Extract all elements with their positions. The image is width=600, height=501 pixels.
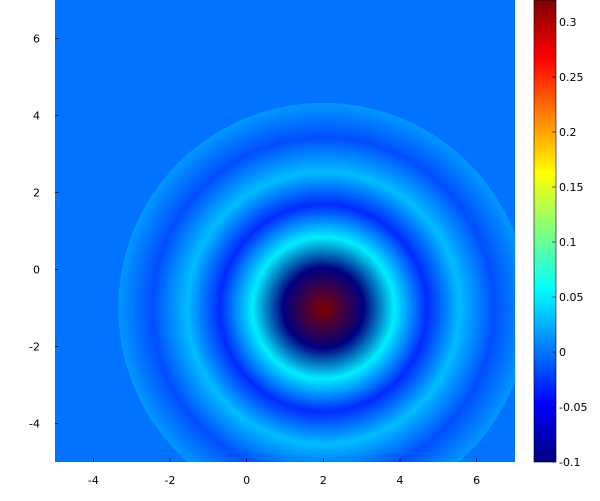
colorbar-scale [533, 0, 557, 463]
colorbar-tick-label: 0.2 [559, 126, 577, 139]
colorbar-tick-label: -0.05 [559, 401, 587, 414]
colorbar-tick-label: -0.1 [559, 456, 580, 469]
heatmap-image [55, 0, 515, 462]
y-tick-label: 6 [33, 33, 40, 46]
x-tick-label: 2 [320, 474, 327, 487]
colorbar-tick-label: 0.25 [559, 71, 584, 84]
x-tick-label: 0 [243, 474, 250, 487]
y-tick-label: 0 [33, 264, 40, 277]
x-tick-label: -2 [165, 474, 176, 487]
x-axis: -4 -2 0 2 4 6 [88, 458, 480, 487]
x-tick-label: 4 [397, 474, 404, 487]
colorbar-tick-label: 0.3 [559, 16, 577, 29]
y-axis: 6 4 2 0 -2 -4 [29, 33, 59, 431]
x-tick-label: -4 [88, 474, 99, 487]
colorbar-tick-label: 0 [559, 346, 566, 359]
colorbar-tick-label: 0.1 [559, 236, 577, 249]
x-tick-label: 6 [473, 474, 480, 487]
plot-area [55, 0, 515, 462]
colorbar-tick-label: 0.05 [559, 291, 584, 304]
y-tick-label: -4 [29, 418, 40, 431]
colorbar-tick-label: 0.15 [559, 181, 584, 194]
colorbar-ticks: 0.3 0.25 0.2 0.15 0.1 0.05 0 -0.05 -0.1 [552, 16, 587, 469]
colorbar: 0.3 0.25 0.2 0.15 0.1 0.05 0 -0.05 -0.1 [533, 0, 587, 469]
y-tick-label: 2 [33, 187, 40, 200]
y-tick-label: 4 [33, 110, 40, 123]
y-tick-label: -2 [29, 341, 40, 354]
